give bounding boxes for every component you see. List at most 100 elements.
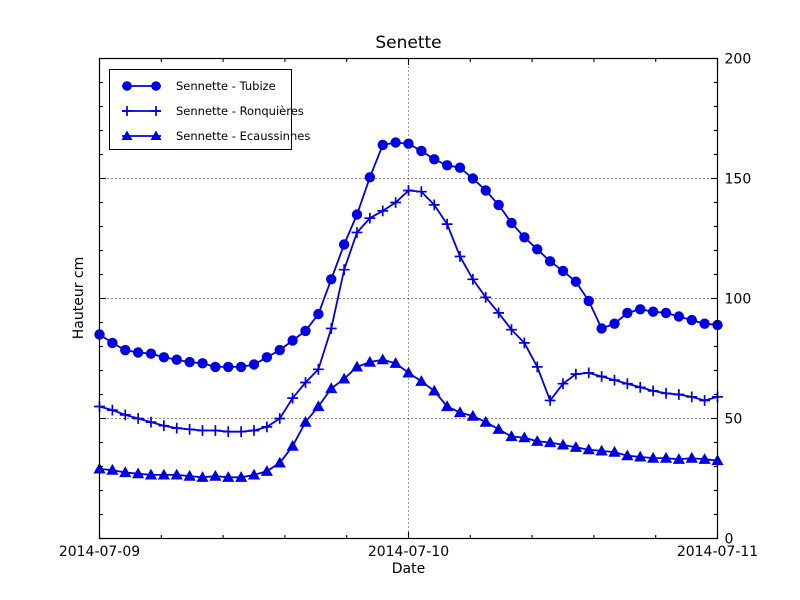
data-point-plus xyxy=(132,413,144,424)
data-point-plus xyxy=(287,392,299,404)
data-point-triangle xyxy=(647,451,660,463)
data-point-triangle xyxy=(299,415,312,427)
data-point-circle xyxy=(493,199,504,211)
data-point-triangle xyxy=(196,471,209,482)
data-point-circle xyxy=(377,139,388,151)
chart-title: Senette xyxy=(375,33,442,53)
data-point-triangle xyxy=(492,423,505,434)
data-point-triangle xyxy=(569,441,582,452)
x-tick-label: 2014-07-10 xyxy=(368,544,449,560)
data-point-plus xyxy=(390,197,402,208)
data-point-plus xyxy=(557,378,569,390)
data-point-circle xyxy=(635,304,646,315)
data-point-plus xyxy=(428,199,440,211)
data-point-triangle xyxy=(479,415,492,427)
legend-label-ronquieres: Sennette - Ronquières xyxy=(176,103,304,118)
data-point-triangle xyxy=(260,465,273,476)
data-point-circle xyxy=(364,172,376,183)
data-point-triangle xyxy=(273,456,286,468)
data-point-triangle xyxy=(119,466,132,478)
data-point-circle xyxy=(532,244,543,255)
data-point-circle xyxy=(248,359,260,370)
data-point-triangle xyxy=(441,400,454,412)
plus-line-marker-icon xyxy=(122,105,161,116)
data-point-triangle xyxy=(415,375,428,386)
data-point-plus xyxy=(248,425,260,436)
data-point-circle xyxy=(210,361,221,373)
data-point-plus xyxy=(274,413,286,424)
data-point-triangle xyxy=(595,444,608,456)
legend-label-tubize: Sennette - Tubize xyxy=(176,78,276,93)
data-point-circle xyxy=(480,185,491,196)
data-point-triangle xyxy=(402,366,415,378)
legend-item-tubize: Sennette - Tubize xyxy=(118,73,291,98)
data-point-triangle xyxy=(209,469,222,481)
data-point-plus xyxy=(312,363,324,375)
data-point-plus xyxy=(583,367,595,379)
data-point-circle xyxy=(699,318,710,329)
data-point-triangle xyxy=(582,443,595,455)
plot-border xyxy=(98,57,719,540)
y-tick-label: 200 xyxy=(725,52,752,68)
circle-line-marker-icon xyxy=(122,80,161,91)
data-point-circle xyxy=(261,352,273,363)
y-tick-label: 0 xyxy=(725,532,734,548)
data-point-circle xyxy=(622,307,633,319)
data-point-circle xyxy=(403,138,414,149)
data-point-circle xyxy=(235,361,247,373)
y-tick-label: 100 xyxy=(725,292,752,308)
data-point-circle xyxy=(454,162,466,173)
data-point-circle xyxy=(390,137,401,148)
data-point-triangle xyxy=(621,449,634,461)
data-point-plus xyxy=(184,423,196,435)
data-point-triangle xyxy=(338,372,351,384)
data-point-circle xyxy=(351,209,363,220)
data-point-triangle xyxy=(235,471,248,482)
data-point-triangle xyxy=(428,384,441,396)
data-point-circle xyxy=(107,337,118,349)
data-point-plus xyxy=(493,307,505,319)
data-point-plus xyxy=(454,251,466,262)
y-tick-label: 150 xyxy=(725,172,752,188)
data-point-plus xyxy=(660,387,672,399)
data-point-plus xyxy=(338,264,350,276)
data-point-circle xyxy=(557,265,569,277)
data-point-plus xyxy=(686,391,698,403)
data-point-triangle xyxy=(608,445,621,457)
data-point-triangle xyxy=(170,468,183,480)
data-point-circle xyxy=(647,306,659,317)
data-point-plus xyxy=(609,374,620,386)
data-point-circle xyxy=(158,352,170,363)
data-point-triangle xyxy=(247,468,261,480)
data-point-triangle xyxy=(685,451,698,463)
data-point-circle xyxy=(274,344,285,356)
data-point-circle xyxy=(197,358,208,369)
data-point-triangle xyxy=(389,357,402,368)
data-point-plus xyxy=(171,422,183,434)
data-point-circle xyxy=(184,356,195,368)
data-point-plus xyxy=(377,205,389,217)
data-point-circle xyxy=(544,256,556,267)
data-point-circle xyxy=(519,232,530,243)
data-point-circle xyxy=(467,173,479,184)
data-point-triangle xyxy=(222,471,235,482)
data-point-plus xyxy=(106,404,118,416)
data-point-circle xyxy=(313,308,324,320)
data-point-circle xyxy=(660,307,672,319)
data-point-triangle xyxy=(376,353,389,365)
legend-item-ronquieres: Sennette - Ronquières xyxy=(118,98,304,123)
data-point-plus xyxy=(570,368,582,380)
data-point-circle xyxy=(326,274,337,285)
data-point-plus xyxy=(222,426,234,438)
data-point-circle xyxy=(338,239,350,250)
data-point-plus xyxy=(158,420,170,432)
data-point-triangle xyxy=(350,360,364,372)
data-point-plus xyxy=(364,212,376,224)
data-point-triangle xyxy=(505,430,518,442)
data-point-plus xyxy=(596,371,608,382)
data-point-plus xyxy=(403,185,414,196)
data-point-plus xyxy=(480,291,492,303)
data-point-circle xyxy=(300,325,311,337)
